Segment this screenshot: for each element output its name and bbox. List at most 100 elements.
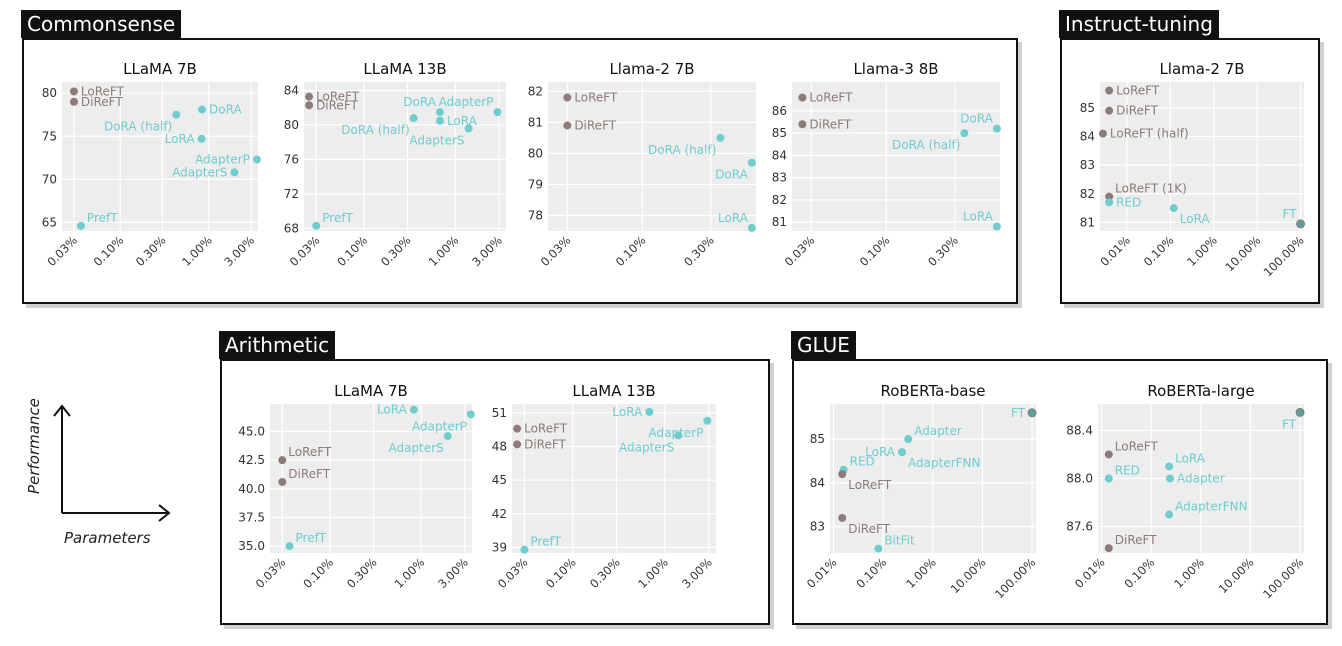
y-tick-label: 85 <box>810 432 825 446</box>
data-point <box>435 116 444 125</box>
point-label: LoRA <box>612 405 643 419</box>
plot-background <box>304 82 506 231</box>
point-label: LoReFT <box>524 422 568 436</box>
y-tick-label: 65 <box>42 215 57 229</box>
point-label: AdapterS <box>409 134 464 148</box>
point-label: PrefT <box>530 535 561 549</box>
chart-title: Llama-3 8B <box>853 60 938 78</box>
y-tick-label: 81 <box>772 215 787 229</box>
y-tick-label: 39 <box>492 540 507 554</box>
plot-background <box>548 82 756 231</box>
data-point <box>747 223 756 232</box>
data-point <box>747 158 756 167</box>
instruct-tuning-group-label: Instruct-tuning <box>1059 10 1219 38</box>
y-tick-label: 88.4 <box>1066 423 1093 437</box>
data-point <box>1027 408 1037 418</box>
point-label: LoReFT <box>316 90 360 104</box>
point-label: LoRA <box>865 445 896 459</box>
point-label: AdapterP <box>412 419 467 433</box>
y-tick-label: 84 <box>810 476 825 490</box>
point-label: AdapterS <box>619 440 674 454</box>
data-point <box>898 448 907 457</box>
data-point <box>1165 462 1174 471</box>
point-label: Adapter <box>914 424 962 438</box>
data-point <box>904 435 913 444</box>
data-point <box>409 114 418 123</box>
x-tick-label: 0.10% <box>1122 555 1158 591</box>
point-label: LoReFT <box>288 445 332 459</box>
y-tick-label: 87.6 <box>1066 520 1093 534</box>
data-point <box>197 134 206 143</box>
data-point <box>285 542 294 551</box>
point-label: DiReFT <box>809 117 851 131</box>
chart-title: LLaMA 13B <box>572 382 655 400</box>
point-label: DoRA (half) <box>341 123 409 137</box>
data-point <box>1295 407 1305 417</box>
data-point <box>69 97 78 106</box>
data-point <box>874 544 883 553</box>
y-tick-label: 48 <box>492 440 507 454</box>
data-point <box>798 93 807 102</box>
data-point <box>69 87 78 96</box>
point-label: DiReFT <box>1115 533 1157 547</box>
data-point <box>1098 129 1107 138</box>
data-point <box>1165 510 1174 519</box>
y-tick-label: 40.0 <box>238 482 265 496</box>
data-point <box>1169 204 1178 213</box>
y-tick-label: 80 <box>42 86 57 100</box>
point-label: LoReFT <box>1115 439 1159 453</box>
point-label: AdapterFNN <box>908 456 980 470</box>
plot-background <box>270 404 472 553</box>
point-label: PrefT <box>296 531 327 545</box>
data-point <box>838 513 847 522</box>
data-point <box>464 124 473 133</box>
y-tick-label: 80 <box>528 146 543 160</box>
data-point <box>305 92 314 101</box>
data-point <box>76 221 85 230</box>
chart-title: Llama-2 7B <box>1159 60 1244 78</box>
point-label: LoRA <box>447 114 478 128</box>
y-tick-label: 85 <box>772 126 787 140</box>
chart-title: RoBERTa-large <box>1147 382 1254 400</box>
point-label: DoRA (half) <box>892 138 960 152</box>
data-point <box>798 120 807 129</box>
y-tick-label: 84 <box>284 84 299 98</box>
point-label: LoRA <box>963 210 994 224</box>
data-point <box>1104 450 1113 459</box>
data-point <box>563 121 572 130</box>
point-label: DoRA (half) <box>104 120 172 134</box>
data-point <box>1104 544 1113 553</box>
chart-title: Llama-2 7B <box>609 60 694 78</box>
x-tick-label: 10.00% <box>1216 555 1257 596</box>
x-tick-label: 1.00% <box>1171 555 1207 591</box>
data-point <box>278 477 287 486</box>
plot-background <box>62 82 258 231</box>
y-tick-label: 79 <box>528 177 543 191</box>
point-label: FT <box>1282 417 1297 431</box>
parameters-label: Parameters <box>64 529 151 547</box>
y-tick-label: 37.5 <box>238 510 265 524</box>
data-point <box>513 424 522 433</box>
point-label: FT <box>1283 207 1298 221</box>
point-label: LoReFT <box>809 91 853 105</box>
point-label: DoRA <box>209 103 242 117</box>
y-tick-label: 35.0 <box>238 539 265 553</box>
y-tick-label: 85 <box>1080 101 1095 115</box>
data-point <box>1105 86 1114 95</box>
point-label: AdapterS <box>388 441 443 455</box>
plot-background <box>1100 82 1304 231</box>
data-point <box>172 110 181 119</box>
point-label: RED <box>1115 464 1140 478</box>
chart-title: RoBERTa-base <box>880 382 985 400</box>
data-point <box>992 222 1001 231</box>
y-tick-label: 45.0 <box>238 425 265 439</box>
point-label: LoReFT <box>1116 84 1160 98</box>
point-label: LoReFT <box>81 84 125 98</box>
y-tick-label: 83 <box>1080 158 1095 172</box>
y-tick-label: 84 <box>772 148 787 162</box>
y-tick-label: 83 <box>772 171 787 185</box>
